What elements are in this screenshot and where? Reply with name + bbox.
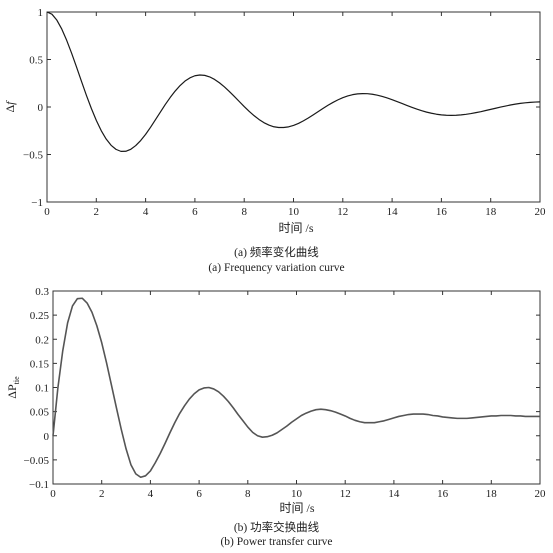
y-axis-label: ΔPtie <box>5 376 21 399</box>
x-tick-label: 8 <box>245 488 251 500</box>
caption-b-cn: (b) 功率交换曲线 <box>233 522 320 534</box>
x-tick-label: 16 <box>436 206 448 218</box>
x-tick-label: 4 <box>148 488 154 500</box>
y-tick-label: 0.1 <box>35 383 49 395</box>
x-tick-label: 12 <box>337 206 348 218</box>
x-tick-label: 14 <box>388 488 400 500</box>
y-tick-label: 0 <box>38 102 44 114</box>
plot-frame <box>52 290 541 485</box>
panel-a-frequency-plot: 0 2 4 6 8 10 12 14 16 18 20 −1 −0.5 0 0.5 1 时间 /s Δf <box>3 7 546 235</box>
y-tick-label: −0.5 <box>23 150 43 162</box>
x-tick-label: 2 <box>94 206 100 218</box>
series-line <box>52 297 540 479</box>
x-tick-label: 4 <box>143 206 149 218</box>
x-tick-label: 0 <box>50 488 56 500</box>
x-tick-label: 18 <box>486 488 498 500</box>
series-line <box>46 11 541 152</box>
x-tick-label: 20 <box>535 206 547 218</box>
x-tick-label: 16 <box>437 488 449 500</box>
caption-a-cn: (a) 频率变化曲线 <box>234 247 319 259</box>
x-tick-label: 14 <box>387 206 399 218</box>
x-tick-label: 0 <box>44 206 50 218</box>
caption-a-en: (a) Frequency variation curve <box>208 262 345 274</box>
x-tick-label: 8 <box>241 206 247 218</box>
x-tick-label: 20 <box>535 488 547 500</box>
y-tick-label: −0.05 <box>24 455 50 467</box>
plot-frame <box>46 11 541 203</box>
y-tick-label: 1 <box>38 7 44 19</box>
y-tick-label: 0.05 <box>30 407 50 419</box>
y-tick-label: 0.5 <box>29 55 43 67</box>
x-axis-label: 时间 /s <box>278 221 313 235</box>
y-axis-label: Δf <box>3 100 17 113</box>
x-tick-label: 18 <box>485 206 497 218</box>
y-tick-label: −0.1 <box>29 479 49 491</box>
x-tick-label: 2 <box>99 488 105 500</box>
y-tick-label: −1 <box>31 197 43 209</box>
x-tick-label: 6 <box>192 206 198 218</box>
caption-b-en: (b) Power transfer curve <box>220 536 333 548</box>
y-tick-label: 0.3 <box>35 286 49 298</box>
y-tick-label: 0.15 <box>30 358 50 370</box>
x-tick-label: 12 <box>340 488 351 500</box>
y-tick-label: 0 <box>44 431 50 443</box>
x-axis-label: 时间 /s <box>279 501 314 515</box>
x-tick-label: 6 <box>196 488 202 500</box>
panel-b-power-plot: 0 2 4 6 8 10 12 14 16 18 20 −0.1 −0.05 0 0.05 0.1 0.15 0.… <box>5 286 546 515</box>
x-tick-label: 10 <box>288 206 300 218</box>
y-tick-label: 0.25 <box>30 310 50 322</box>
x-tick-label: 10 <box>291 488 303 500</box>
y-tick-label: 0.2 <box>35 334 49 346</box>
